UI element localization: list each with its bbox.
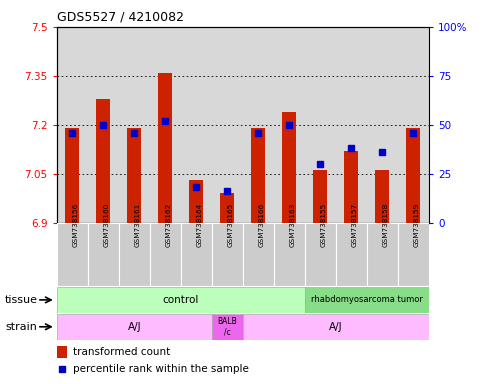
Bar — [150, 27, 181, 223]
Bar — [150, 223, 181, 286]
Bar — [305, 287, 429, 313]
Bar — [398, 27, 429, 223]
Text: GSM738158: GSM738158 — [383, 202, 388, 247]
Bar — [96, 99, 110, 223]
Bar — [345, 151, 358, 223]
Bar — [189, 180, 203, 223]
Text: GDS5527 / 4210082: GDS5527 / 4210082 — [57, 10, 184, 23]
Bar — [367, 27, 398, 223]
Bar — [243, 314, 429, 340]
Text: A/J: A/J — [127, 322, 141, 332]
Bar — [57, 27, 88, 223]
Bar — [57, 287, 305, 313]
Text: BALB
/c: BALB /c — [217, 317, 237, 336]
Bar — [274, 223, 305, 286]
Bar — [119, 27, 150, 223]
Text: control: control — [163, 295, 199, 305]
Bar — [336, 27, 367, 223]
Bar — [367, 223, 398, 286]
Bar — [243, 27, 274, 223]
Text: GSM738157: GSM738157 — [352, 202, 357, 247]
Text: GSM738165: GSM738165 — [227, 202, 233, 247]
Bar — [57, 223, 88, 286]
Bar — [158, 73, 172, 223]
Bar — [314, 170, 327, 223]
Text: tissue: tissue — [5, 295, 38, 305]
Bar — [127, 128, 141, 223]
Text: percentile rank within the sample: percentile rank within the sample — [73, 364, 249, 374]
Bar — [220, 193, 234, 223]
Bar — [398, 223, 429, 286]
Text: transformed count: transformed count — [73, 347, 171, 357]
Text: GSM738155: GSM738155 — [320, 202, 326, 247]
Bar — [282, 112, 296, 223]
Text: GSM738164: GSM738164 — [196, 202, 202, 247]
Bar — [305, 27, 336, 223]
Text: GSM738159: GSM738159 — [414, 202, 420, 247]
Bar — [212, 223, 243, 286]
Text: GSM738162: GSM738162 — [165, 202, 171, 247]
Bar — [406, 128, 421, 223]
Text: A/J: A/J — [329, 322, 343, 332]
Text: GSM738166: GSM738166 — [258, 202, 264, 247]
Bar — [181, 223, 212, 286]
Bar — [88, 27, 119, 223]
Text: GSM738163: GSM738163 — [289, 202, 295, 247]
Bar — [336, 223, 367, 286]
Bar — [57, 314, 212, 340]
Bar — [305, 223, 336, 286]
Bar — [57, 346, 67, 358]
Text: GSM738160: GSM738160 — [103, 202, 109, 247]
Bar — [212, 27, 243, 223]
Bar — [119, 223, 150, 286]
Bar — [274, 27, 305, 223]
Bar — [243, 223, 274, 286]
Bar — [88, 223, 119, 286]
Text: rhabdomyosarcoma tumor: rhabdomyosarcoma tumor — [311, 295, 423, 305]
Text: strain: strain — [5, 322, 37, 332]
Bar — [181, 27, 212, 223]
Bar — [212, 314, 243, 340]
Bar — [65, 128, 79, 223]
Bar — [251, 128, 265, 223]
Text: GSM738161: GSM738161 — [134, 202, 140, 247]
Text: GSM738156: GSM738156 — [72, 202, 78, 247]
Bar — [375, 170, 389, 223]
